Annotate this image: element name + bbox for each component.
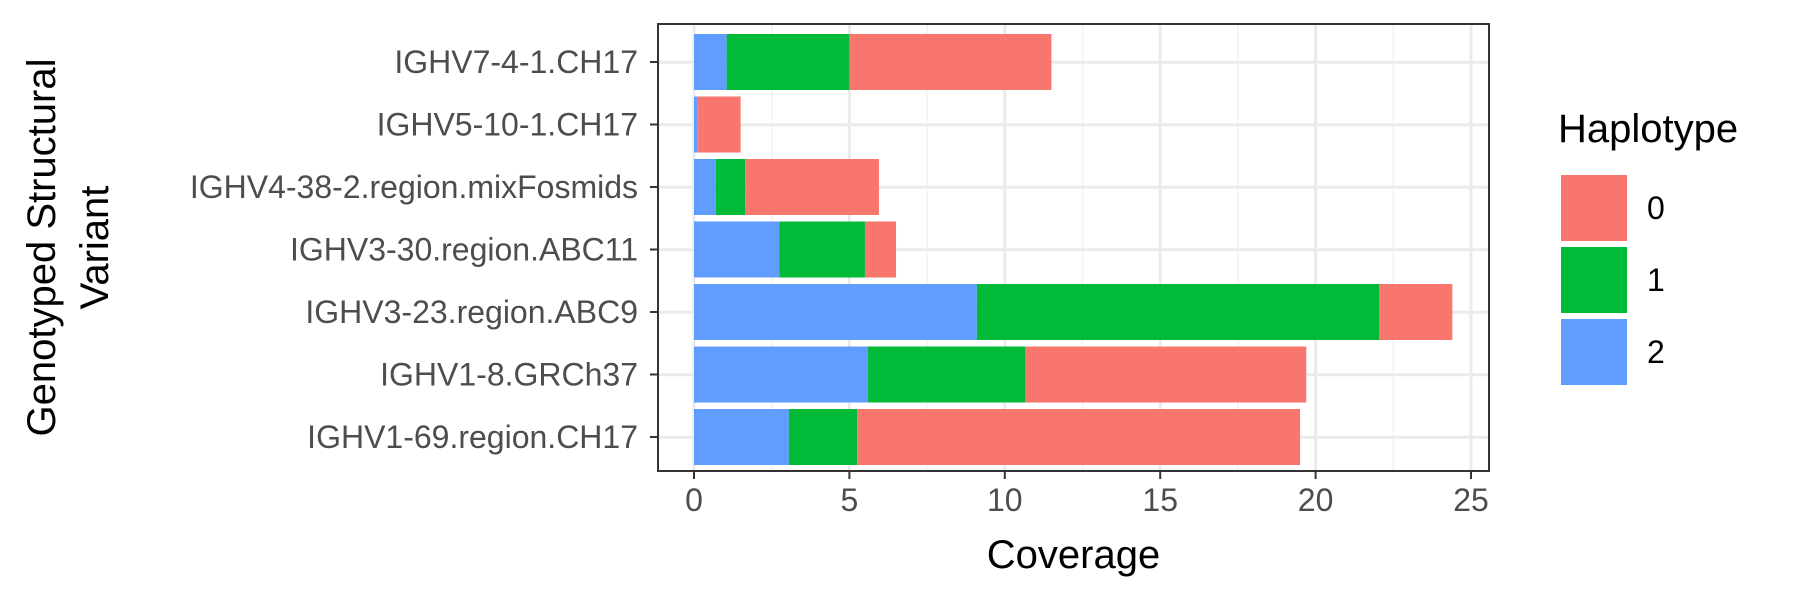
bar-segment-haplotype-1 <box>976 284 1380 340</box>
x-tick-label: 25 <box>1453 482 1489 518</box>
y-tick-label: IGHV1-8.GRCh37 <box>380 357 638 393</box>
bar-segment-haplotype-2 <box>694 221 780 278</box>
x-tick-label: 15 <box>1142 482 1178 518</box>
legend-key-haplotype-0 <box>1561 175 1627 241</box>
x-tick-label: 20 <box>1298 482 1334 518</box>
legend-key-haplotype-2 <box>1561 319 1627 385</box>
legend-title: Haplotype <box>1558 107 1738 151</box>
legend-label: 0 <box>1647 190 1665 226</box>
y-tick-label: IGHV4-38-2.region.mixFosmids <box>190 169 638 205</box>
panel-border <box>657 23 1490 472</box>
bar-segment-haplotype-1 <box>779 221 865 278</box>
bar-segment-haplotype-0 <box>864 221 897 278</box>
bar-segment-haplotype-2 <box>694 346 869 403</box>
bar-segment-haplotype-0 <box>857 409 1301 465</box>
x-axis: 0 5 10 15 20 25 <box>685 471 1489 518</box>
y-tick-label: IGHV5-10-1.CH17 <box>377 107 638 143</box>
legend-label: 2 <box>1647 334 1665 370</box>
bar-segment-haplotype-0 <box>745 159 879 215</box>
bar-segment-haplotype-1 <box>715 159 746 215</box>
bar-segment-haplotype-1 <box>788 409 858 465</box>
x-tick-label: 5 <box>841 482 859 518</box>
bar-segment-haplotype-1 <box>868 346 1026 403</box>
y-axis-title-line: Variant <box>73 186 117 310</box>
legend-label: 1 <box>1647 262 1665 298</box>
bar-segment-haplotype-2 <box>694 159 716 215</box>
y-tick-label: IGHV3-23.region.ABC9 <box>305 294 638 330</box>
x-axis-title: Coverage <box>987 533 1160 577</box>
y-axis-title-line: Genotyped Structural <box>20 59 64 437</box>
bar-segment-haplotype-2 <box>694 96 698 153</box>
bar-segment-haplotype-0 <box>1379 284 1453 340</box>
y-axis: IGHV7-4-1.CH17 IGHV5-10-1.CH17 IGHV4-38-2.… <box>190 44 658 455</box>
bars <box>657 23 1490 472</box>
legend: Haplotype 0 1 2 <box>1558 107 1738 385</box>
x-tick-label: 0 <box>685 482 703 518</box>
y-axis-title: Genotyped Structural Variant <box>20 59 117 437</box>
bar-segment-haplotype-0 <box>849 34 1052 90</box>
legend-key-haplotype-1 <box>1561 247 1627 313</box>
y-tick-label: IGHV3-30.region.ABC11 <box>290 232 638 268</box>
bar-segment-haplotype-2 <box>694 409 789 465</box>
bar-segment-haplotype-2 <box>694 34 727 90</box>
bar-segment-haplotype-0 <box>697 96 741 153</box>
bar-segment-haplotype-2 <box>694 284 977 340</box>
x-tick-label: 10 <box>987 482 1023 518</box>
bar-segment-haplotype-1 <box>726 34 850 90</box>
y-tick-label: IGHV7-4-1.CH17 <box>394 44 638 80</box>
y-tick-label: IGHV1-69.region.CH17 <box>307 419 638 455</box>
bar-segment-haplotype-0 <box>1025 346 1307 403</box>
